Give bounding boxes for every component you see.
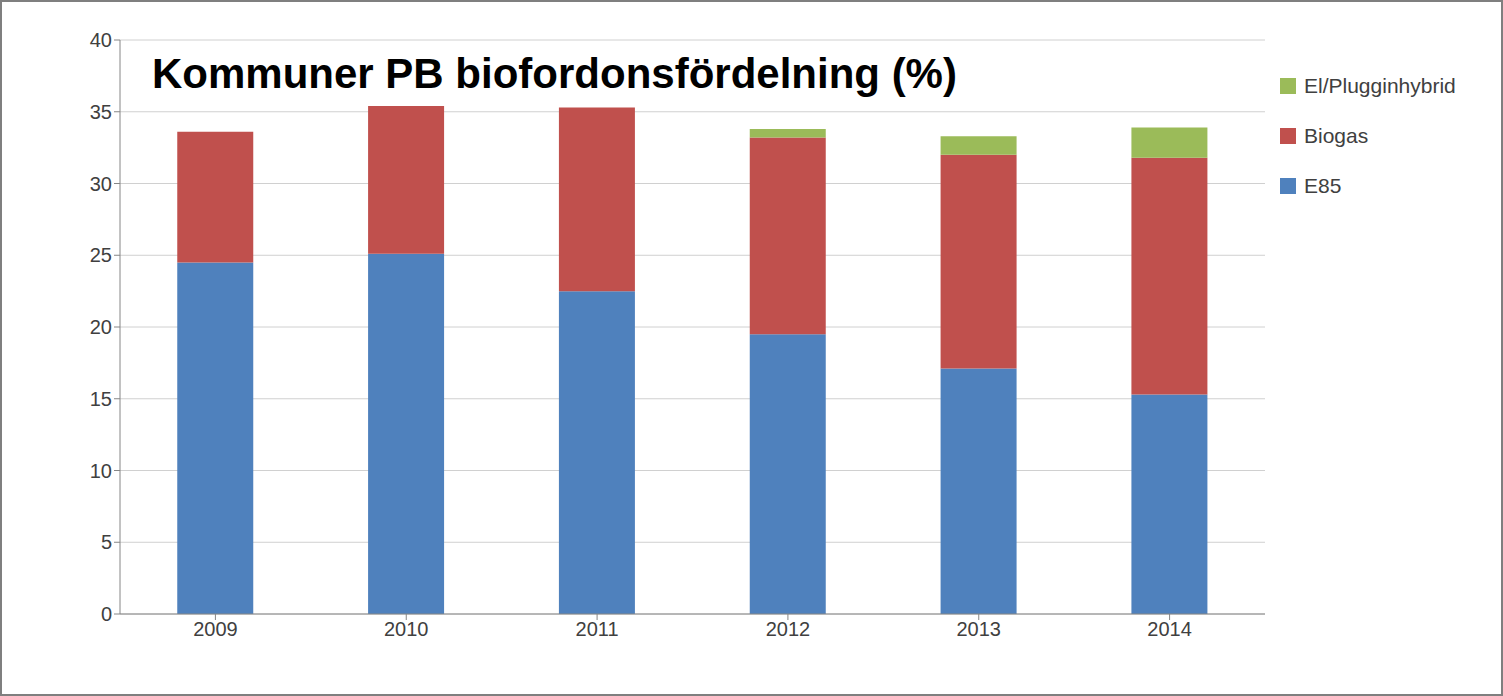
svg-text:40: 40 [90, 29, 112, 51]
svg-text:2014: 2014 [1147, 618, 1192, 640]
html-text:E85: E85 [1304, 174, 1342, 197]
svg-text:20: 20 [90, 316, 112, 338]
svg-text:30: 30 [90, 173, 112, 195]
svg-text:35: 35 [90, 101, 112, 123]
svg-text:0: 0 [101, 603, 112, 625]
svg-text:25: 25 [90, 244, 112, 266]
html-text:El/Plugginhybrid: El/Plugginhybrid [1304, 74, 1456, 97]
svg-text:5: 5 [101, 531, 112, 553]
svg-text:2010: 2010 [384, 618, 429, 640]
svg-text:2013: 2013 [957, 618, 1002, 640]
html-text:Biogas: Biogas [1304, 124, 1369, 147]
svg-text:2011: 2011 [576, 618, 619, 640]
svg-text:15: 15 [90, 388, 112, 410]
svg-text:2012: 2012 [766, 618, 811, 640]
svg-text:10: 10 [90, 460, 112, 482]
svg-text:2009: 2009 [193, 618, 238, 640]
html-text:Kommuner PB biofordonsfördelni: Kommuner PB biofordonsfördelning (%) [152, 50, 957, 97]
